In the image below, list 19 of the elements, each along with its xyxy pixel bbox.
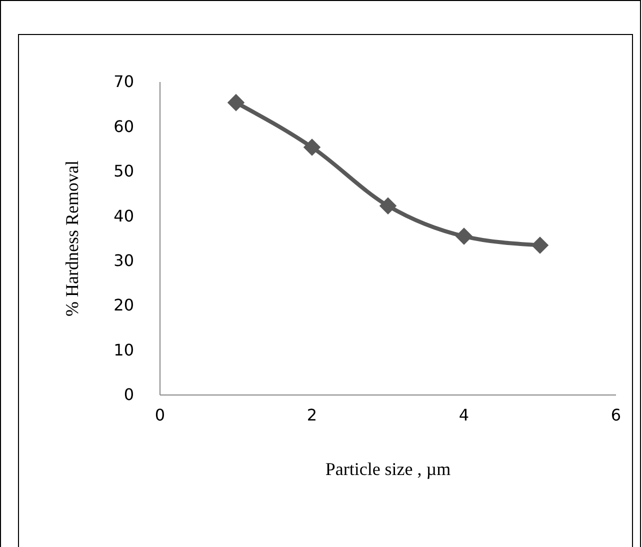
- point: [531, 236, 549, 254]
- y-tick-label: 50: [114, 162, 134, 181]
- x-tick-label: 4: [458, 405, 470, 424]
- y-axis-title: % Hardness Removal: [62, 160, 82, 316]
- x-tick-label: 0: [154, 405, 166, 424]
- y-tick-label: 10: [114, 340, 134, 360]
- y-tick-label: 30: [114, 250, 134, 270]
- point: [227, 94, 245, 112]
- point: [303, 138, 321, 156]
- y-tick-label: 40: [114, 206, 134, 226]
- x-tick-label: 2: [306, 405, 318, 424]
- y-tick-label: 70: [114, 72, 134, 92]
- x-tick-label: 6: [610, 405, 622, 424]
- x-axis-title: Particle size , µm: [325, 459, 451, 479]
- point: [455, 228, 473, 245]
- y-tick-label: 0: [124, 385, 134, 404]
- y-tick-label: 60: [114, 116, 134, 136]
- point: [379, 197, 397, 214]
- y-tick-label: 20: [114, 296, 134, 315]
